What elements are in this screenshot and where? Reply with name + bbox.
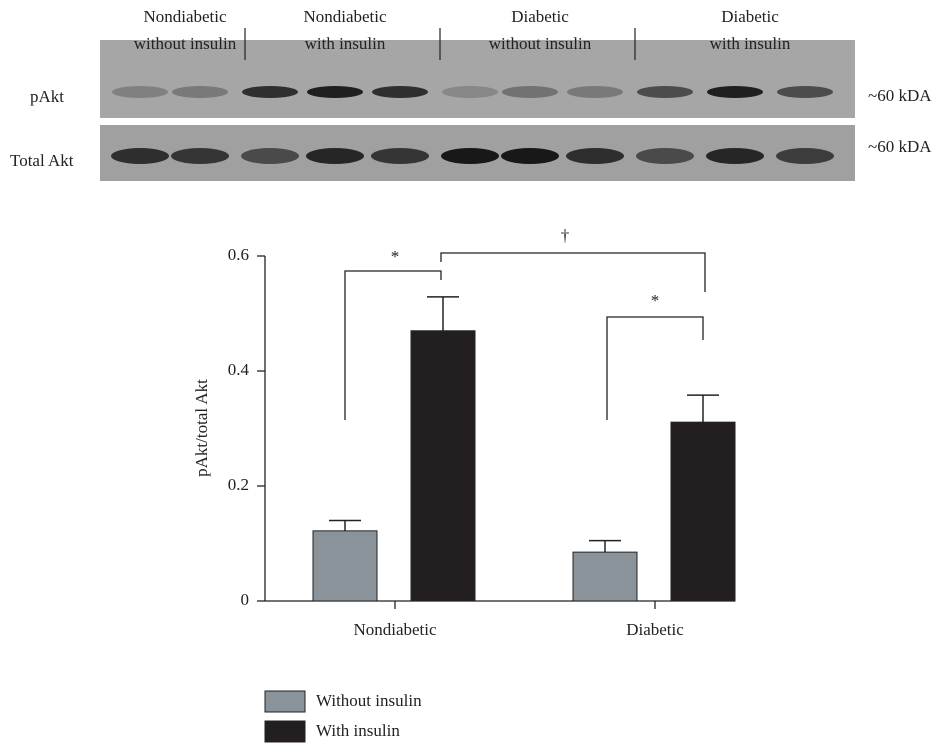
blot-band (567, 86, 623, 98)
blot-band (171, 148, 229, 164)
blot-band (372, 86, 428, 98)
blot-band (777, 86, 833, 98)
blot-band (442, 86, 498, 98)
blot-band (566, 148, 624, 164)
group-label: with insulin (305, 34, 386, 53)
blot-band (501, 148, 559, 164)
y-axis-label: pAkt/total Akt (192, 379, 211, 477)
group-label: Diabetic (721, 7, 779, 26)
blot-band (636, 148, 694, 164)
size-label: ~60 kDA (868, 137, 932, 156)
bar (573, 552, 637, 601)
y-tick-label: 0.2 (228, 475, 249, 494)
blot-band (707, 86, 763, 98)
blot-band (307, 86, 363, 98)
blot-band (242, 86, 298, 98)
x-tick-label: Diabetic (626, 620, 684, 639)
group-label: with insulin (710, 34, 791, 53)
size-label: ~60 kDA (868, 86, 932, 105)
annotation: * (391, 247, 400, 266)
blot-band (502, 86, 558, 98)
blot-band (706, 148, 764, 164)
row-label: Total Akt (10, 151, 74, 170)
blot-band (441, 148, 499, 164)
legend-swatch (265, 691, 305, 712)
bar (313, 531, 377, 601)
y-tick-label: 0.6 (228, 245, 249, 264)
legend-label: With insulin (316, 721, 400, 740)
group-label: Diabetic (511, 7, 569, 26)
blot-band (776, 148, 834, 164)
figure: * † * pAkt/total Akt Nondiabetic without … (0, 0, 947, 748)
legend-swatch (265, 721, 305, 742)
blot-band (306, 148, 364, 164)
bar (411, 331, 475, 601)
annotation: * (651, 291, 660, 310)
blot-band (241, 148, 299, 164)
group-label: Nondiabetic (143, 7, 227, 26)
x-tick-label: Nondiabetic (353, 620, 437, 639)
blot-band (637, 86, 693, 98)
group-label: without insulin (489, 34, 592, 53)
bar (671, 422, 735, 601)
blot-band (371, 148, 429, 164)
group-label: without insulin (134, 34, 237, 53)
brackets (345, 253, 705, 420)
blot-band (111, 148, 169, 164)
legend-label: Without insulin (316, 691, 422, 710)
blot-band (112, 86, 168, 98)
y-tick-label: 0.4 (228, 360, 250, 379)
blot-band (172, 86, 228, 98)
row-label: pAkt (30, 87, 64, 106)
group-label: Nondiabetic (303, 7, 387, 26)
annotation: † (561, 226, 570, 245)
y-tick-label: 0 (241, 590, 250, 609)
